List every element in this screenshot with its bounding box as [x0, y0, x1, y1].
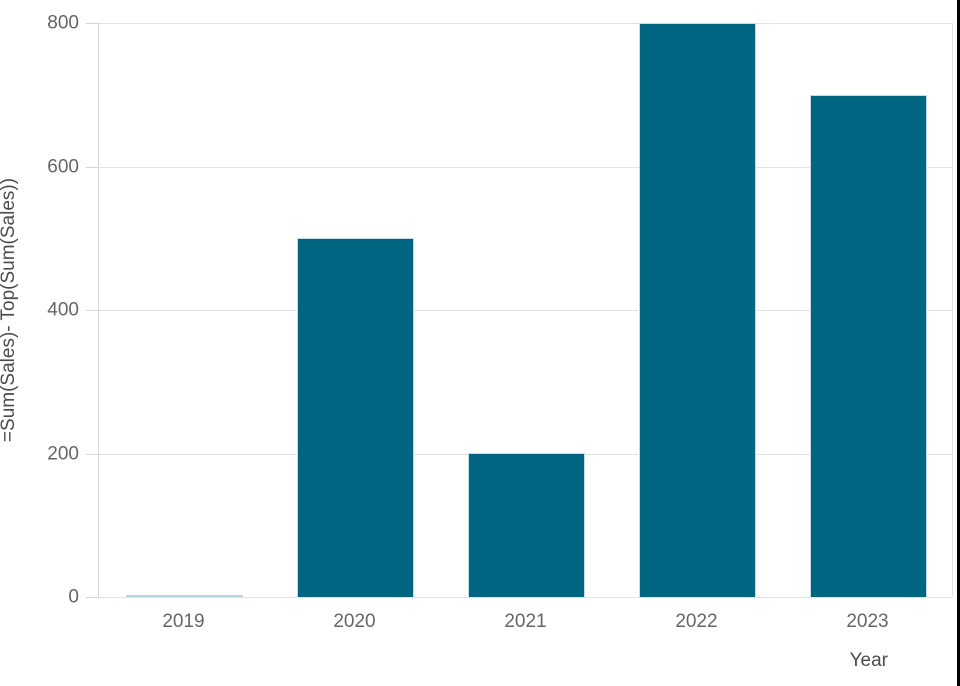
y-tickmark-600 — [86, 166, 99, 168]
y-tick-label-600: 600 — [47, 156, 79, 177]
y-tickmark-200 — [86, 453, 99, 455]
bar-2020[interactable] — [297, 238, 414, 597]
y-tick-label-400: 400 — [47, 299, 79, 321]
window-right-border — [957, 0, 960, 686]
y-tickmark-0 — [86, 597, 99, 598]
y-tickmark-800 — [86, 23, 99, 24]
bar-2022[interactable] — [639, 23, 756, 597]
x-tick-label-2022: 2022 — [675, 611, 718, 632]
y-tick-label-0: 0 — [68, 586, 79, 608]
plot-area — [86, 23, 953, 598]
x-tick-label-2019: 2019 — [162, 611, 205, 632]
gridline-800 — [99, 23, 952, 24]
gridline-0 — [99, 597, 952, 598]
gridline-400 — [99, 310, 952, 311]
bar-2019[interactable] — [126, 595, 243, 597]
x-axis-title: Year — [849, 650, 888, 671]
y-tickmark-400 — [86, 310, 99, 311]
gridline-600 — [99, 166, 952, 168]
bar-2023[interactable] — [810, 95, 927, 597]
bar-2021[interactable] — [468, 453, 585, 597]
x-tick-label-2021: 2021 — [504, 611, 547, 632]
y-tick-label-800: 800 — [47, 12, 79, 34]
x-tick-label-2020: 2020 — [333, 611, 376, 632]
x-tick-label-2023: 2023 — [846, 611, 889, 632]
y-tick-label-200: 200 — [47, 443, 79, 464]
